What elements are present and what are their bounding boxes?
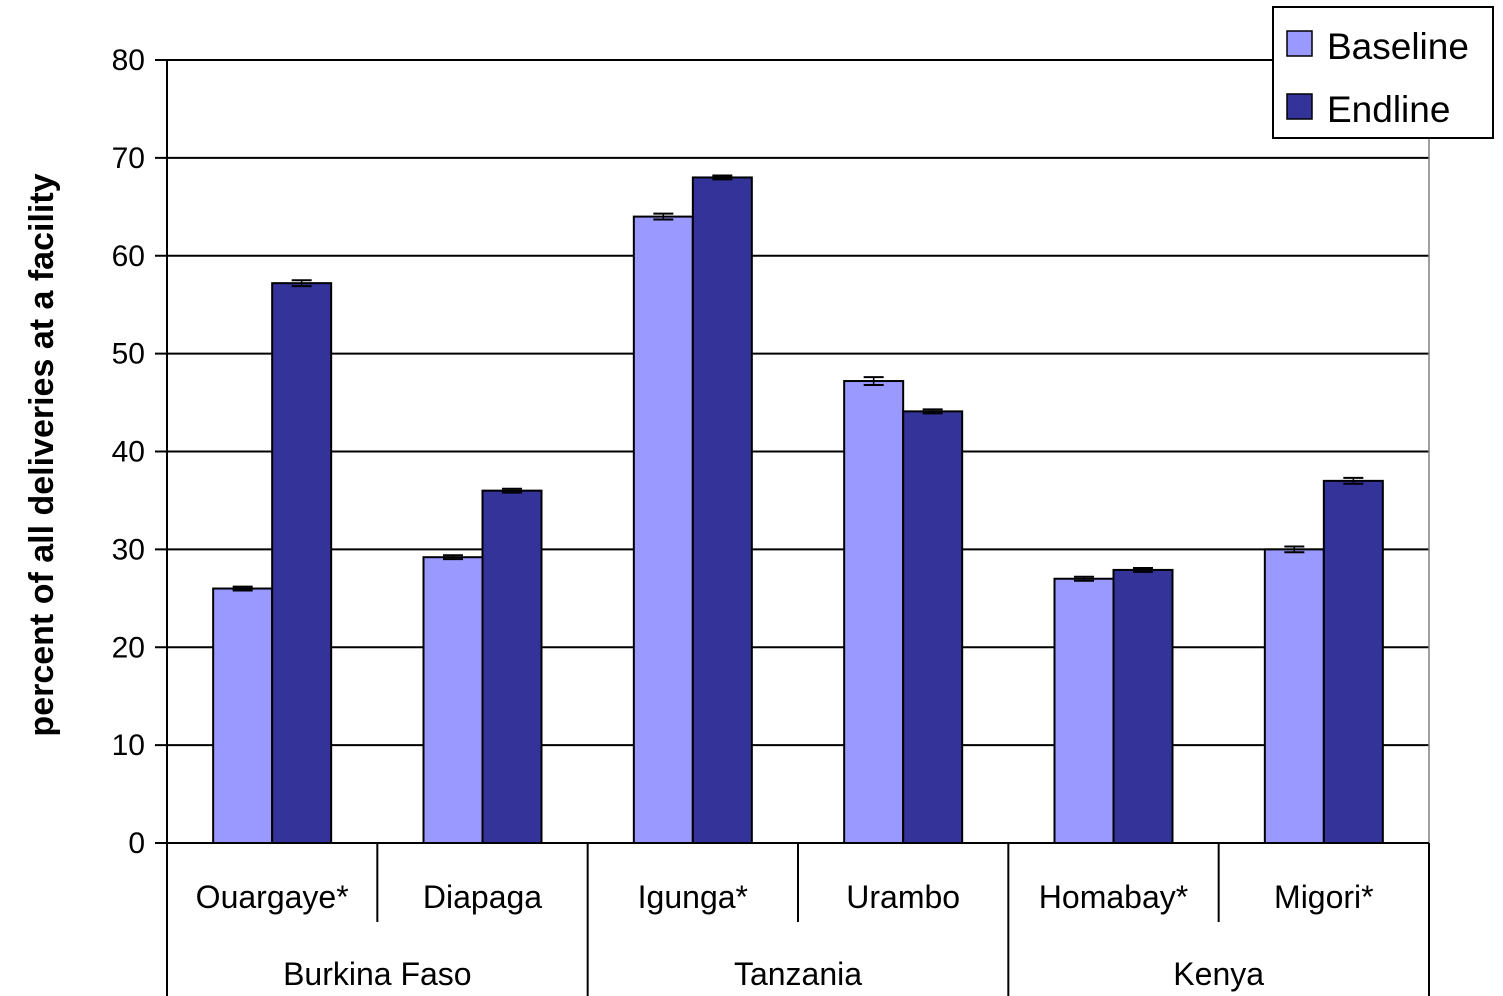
y-tick-label-60: 60 <box>112 240 145 273</box>
y-tick-label-20: 20 <box>112 631 145 664</box>
legend-label-baseline: Baseline <box>1327 26 1469 67</box>
x-tick-label-urambo: Urambo <box>846 879 960 915</box>
y-tick-labels: 0 10 20 30 40 50 60 70 80 <box>112 44 145 860</box>
x-tick-label-migori: Migori* <box>1274 879 1374 915</box>
group-label-burkina-faso: Burkina Faso <box>283 956 472 992</box>
bar-baseline-diapaga <box>422 556 484 845</box>
x-tick-label-diapaga: Diapaga <box>423 879 542 915</box>
bar-baseline-igunga <box>632 215 694 845</box>
y-axis-label: percent of all deliveries at a facility <box>23 173 61 736</box>
bar-baseline-homabay <box>1053 577 1115 844</box>
legend-label-endline: Endline <box>1327 89 1450 130</box>
legend-swatch-baseline <box>1286 30 1313 57</box>
group-label-tanzania: Tanzania <box>734 956 862 992</box>
x-tick-label-ouargaye: Ouargaye* <box>196 879 349 915</box>
y-tick-label-70: 70 <box>112 142 145 175</box>
y-tick-label-40: 40 <box>112 436 145 469</box>
x-tick-label-igunga: Igunga* <box>638 879 748 915</box>
bars <box>212 174 1384 845</box>
y-tick-label-50: 50 <box>112 338 145 371</box>
bar-baseline-ouargaye <box>212 587 274 845</box>
bar-baseline-urambo <box>843 380 905 844</box>
y-tick-label-10: 10 <box>112 729 145 762</box>
x-tick-labels: Ouargaye* Diapaga Igunga* Urambo Homabay* Mig… <box>196 879 1374 992</box>
gridlines <box>167 59 1429 747</box>
y-tick-label-0: 0 <box>128 827 145 860</box>
axes <box>155 59 1430 996</box>
bar-endline-diapaga <box>481 489 543 844</box>
group-label-kenya: Kenya <box>1173 956 1264 992</box>
bar-endline-igunga <box>691 176 753 844</box>
y-tick-label-80: 80 <box>112 44 145 77</box>
legend-swatch-endline <box>1286 93 1313 120</box>
bar-endline-ouargaye <box>271 282 333 844</box>
bar-baseline-migori <box>1263 548 1325 844</box>
x-tick-label-homabay: Homabay* <box>1039 879 1188 915</box>
bar-endline-migori <box>1322 479 1384 844</box>
legend: Baseline Endline <box>1272 6 1494 139</box>
y-tick-label-30: 30 <box>112 533 145 566</box>
bar-endline-homabay <box>1112 568 1174 845</box>
bar-endline-urambo <box>902 410 964 844</box>
